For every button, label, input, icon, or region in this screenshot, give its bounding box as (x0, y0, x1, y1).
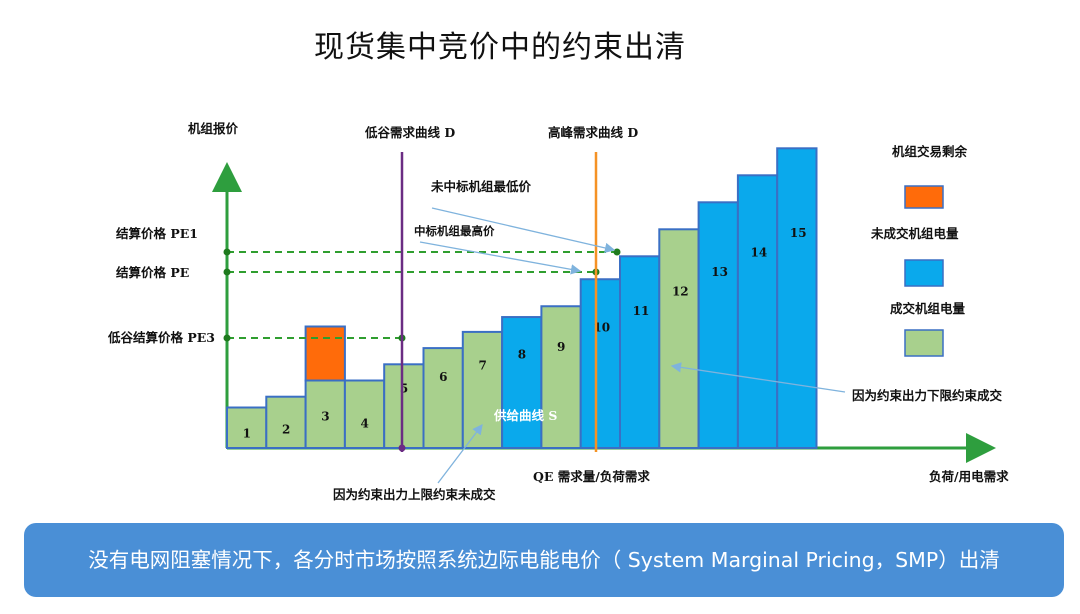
unit-label-12: 12 (672, 285, 689, 299)
low-demand-base-dot (398, 444, 406, 452)
unit-label-10: 10 (593, 321, 610, 335)
pe1-intersection-dot (613, 248, 621, 256)
pe3-axis-dot (223, 334, 231, 342)
unit-bar-7 (461, 330, 504, 449)
high-demand-label: 高峰需求曲线 D (548, 125, 638, 140)
unit-label-1: 1 (243, 427, 251, 441)
unit-label-2: 2 (282, 423, 290, 437)
arrow-highest-selected (419, 241, 582, 275)
unit-bar-9 (540, 305, 582, 449)
unit-label-3: 3 (321, 409, 329, 423)
unit-label-7: 7 (478, 358, 486, 372)
arrow-lower-limit (670, 362, 846, 393)
unit-bar-12 (658, 228, 700, 449)
pe-label: 结算价格 PE (116, 265, 189, 280)
unit-label-11: 11 (633, 304, 650, 318)
unit-label-15: 15 (790, 226, 807, 240)
unit-bar-14 (736, 174, 779, 450)
unit-label-8: 8 (518, 348, 526, 362)
unit-label-13: 13 (711, 265, 728, 279)
unit-label-4: 4 (361, 416, 369, 430)
pe1-axis-dot (223, 248, 231, 256)
unit-bar-8 (501, 316, 543, 449)
pe3-label: 低谷结算价格 PE3 (107, 330, 215, 345)
lowest-unselected-label: 未中标机组最低价 (430, 179, 532, 194)
unit-label-9: 9 (557, 340, 565, 354)
arrow-lowest-unselected (431, 207, 616, 254)
unit-label-14: 14 (751, 246, 768, 260)
unit-label-6: 6 (439, 370, 447, 384)
supply-curve-label: 供给曲线 S (493, 408, 557, 423)
page-title: 现货集中竞价中的约束出清 (314, 30, 686, 65)
legend-cleared-label: 成交机组电量 (890, 301, 966, 316)
smp-banner: 没有电网阻塞情况下，各分时市场按照系统边际电能电价（ System Margin… (24, 523, 1064, 597)
unit-bar-13 (697, 201, 739, 449)
lower-limit-label: 因为约束出力下限约束成交 (852, 388, 1003, 403)
x-axis-label: 负荷/用电需求 (929, 469, 1009, 484)
legend-surplus-swatch (904, 185, 944, 209)
qe-label: QE 需求量/负荷需求 (533, 469, 650, 484)
unit-bar-5 (383, 363, 425, 449)
unit-bar-6 (422, 347, 464, 450)
surplus-bar-3 (304, 325, 346, 382)
pe-axis-dot (223, 268, 231, 276)
highest-selected-label: 中标机组最高价 (414, 224, 495, 238)
legend-cleared-swatch (904, 329, 944, 357)
legend-uncleared-label: 未成交机组电量 (870, 226, 959, 241)
unit-bar-15 (776, 147, 818, 450)
legend-surplus-label: 机组交易剩余 (892, 144, 968, 159)
unit-label-5: 5 (400, 382, 408, 396)
y-axis-label: 机组报价 (188, 121, 239, 136)
low-demand-label: 低谷需求曲线 D (364, 125, 455, 140)
unit-bar-11 (619, 255, 661, 449)
legend-uncleared-swatch (904, 259, 944, 287)
arrow-upper-limit (437, 423, 483, 484)
upper-limit-label: 因为约束出力上限约束未成交 (333, 487, 496, 502)
unit-bar-4 (343, 379, 386, 449)
unit-bar-10 (579, 278, 622, 449)
pe1-label: 结算价格 PE1 (116, 226, 198, 241)
